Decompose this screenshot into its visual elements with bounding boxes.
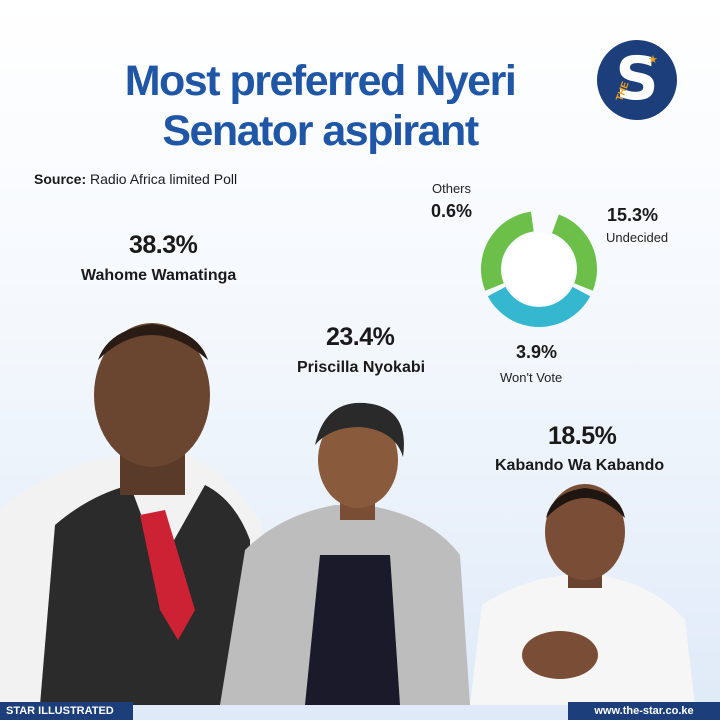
candidate-1-photo — [0, 323, 270, 705]
donut-segment-others — [481, 211, 534, 291]
candidate-1-name: Wahome Wamatinga — [81, 267, 237, 284]
donut-pct-wont-vote: 3.9% — [516, 342, 558, 362]
source-text: Radio Africa limited Poll — [90, 171, 238, 187]
source-label: Source: — [34, 171, 87, 187]
candidate-3-name: Kabando Wa Kabando — [495, 457, 665, 474]
candidate-2-name: Priscilla Nyokabi — [297, 359, 426, 376]
donut-label-others: Others — [432, 181, 472, 196]
donut-label-undecided: Undecided — [606, 230, 669, 245]
candidate-1-pct: 38.3% — [129, 231, 198, 259]
footer-website-link[interactable]: www.the-star.co.ke — [568, 702, 720, 720]
title-line-1: Most preferred Nyeri — [124, 57, 517, 105]
candidate-3-pct: 18.5% — [548, 422, 617, 450]
footer-credit: STAR ILLUSTRATED — [0, 702, 133, 720]
candidate-3-photo — [470, 484, 695, 705]
logo-star-icon: ★ — [648, 54, 658, 66]
logo-letter: S — [615, 44, 659, 114]
the-star-logo: S THE ★ — [597, 40, 677, 120]
page-title: Most preferred Nyeri Senator aspirant — [60, 56, 580, 156]
donut-segment-undecided — [551, 214, 598, 291]
donut-label-wont-vote: Won't Vote — [500, 370, 563, 385]
donut-segment-wont-vote — [487, 286, 591, 327]
source-line: Source: Radio Africa limited Poll — [34, 171, 237, 187]
candidate-2-photo — [220, 402, 470, 705]
donut-pct-others: 0.6% — [431, 201, 473, 221]
title-line-2: Senator aspirant — [162, 107, 479, 155]
donut-pct-undecided: 15.3% — [607, 205, 659, 225]
donut-hole — [503, 233, 575, 305]
candidate-2-pct: 23.4% — [326, 323, 395, 351]
